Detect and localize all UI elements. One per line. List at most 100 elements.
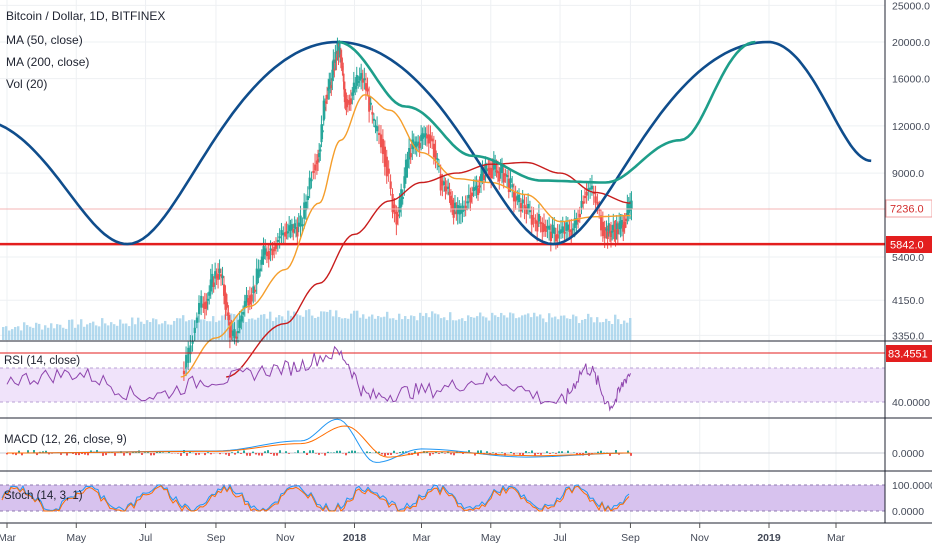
time-tick-label: May: [481, 532, 502, 544]
volume-bar: [32, 328, 34, 340]
time-tick-label: Jul: [553, 532, 566, 544]
macd-histogram-bar: [180, 453, 182, 456]
candle-body: [357, 81, 359, 83]
volume-bar: [401, 319, 403, 340]
volume-bar: [422, 316, 424, 340]
volume-bar: [80, 319, 82, 340]
macd-histogram-bar: [555, 453, 557, 454]
volume-bar: [383, 317, 385, 340]
macd-histogram-bar: [597, 452, 599, 453]
candle-body: [469, 195, 471, 202]
volume-bar: [365, 319, 367, 340]
macd-histogram-bar: [123, 453, 125, 456]
macd-histogram-bar: [552, 452, 554, 453]
time-tick-label: Jul: [139, 532, 152, 544]
macd-histogram-bar: [381, 453, 383, 454]
price-tick-label: 20000.0: [892, 37, 930, 49]
candle-body: [395, 212, 397, 225]
volume-bar: [557, 319, 559, 340]
price-tick-label: 9000.0: [892, 168, 924, 180]
macd-histogram-bar: [255, 453, 257, 454]
macd-histogram-bar: [234, 453, 236, 455]
macd-histogram-bar: [141, 453, 143, 455]
volume-bar: [596, 317, 598, 340]
candle-body: [370, 103, 372, 105]
volume-bar: [326, 312, 328, 340]
volume-bar: [614, 315, 616, 340]
volume-bar: [260, 315, 262, 340]
volume-bar: [173, 321, 175, 340]
volume-bar: [608, 321, 610, 340]
volume-bar: [359, 318, 361, 340]
time-tick-label: 2019: [757, 532, 781, 544]
candle-body: [322, 130, 324, 132]
gridlines: [0, 0, 885, 523]
macd-histogram-bar: [450, 453, 452, 454]
rsi-title: RSI (14, close): [4, 355, 80, 367]
candle-body: [538, 214, 540, 222]
volume-bar: [206, 321, 208, 340]
volume-bar: [341, 318, 343, 340]
volume-bar: [272, 321, 274, 340]
volume-bar: [416, 320, 418, 340]
candle-body: [577, 220, 579, 222]
candle-body: [586, 192, 588, 196]
candle-body: [419, 143, 421, 148]
candle-body: [536, 221, 538, 231]
volume-bar: [77, 324, 79, 340]
volume-bar: [17, 326, 19, 340]
volume-bar: [521, 315, 523, 340]
volume-bar: [68, 320, 70, 340]
candle-body: [254, 290, 256, 292]
volume-bar: [482, 316, 484, 340]
candle-body: [562, 226, 564, 232]
price-axis[interactable]: 25000.020000.016000.012000.09000.05400.0…: [892, 0, 932, 518]
volume-bar: [512, 313, 514, 340]
macd-histogram-bar: [501, 452, 503, 453]
volume-bar: [176, 318, 178, 340]
candle-body: [226, 302, 228, 307]
macd-histogram-bar: [540, 453, 542, 455]
macd-histogram-bar: [549, 453, 551, 454]
volume-bar: [59, 325, 61, 340]
candle-body: [531, 215, 533, 225]
candle-body: [367, 88, 369, 91]
time-tick-label: Nov: [690, 532, 709, 544]
volume-bar: [308, 309, 310, 340]
candle-body: [234, 329, 236, 338]
macd-histogram-bar: [87, 453, 89, 455]
macd-histogram-bar: [558, 451, 560, 453]
support-tag: 5842.0: [886, 236, 932, 253]
volume-bar: [275, 317, 277, 340]
volume-bar: [545, 322, 547, 340]
macd-histogram-bar: [351, 451, 353, 453]
macd-histogram-bar: [105, 453, 107, 455]
volume-bar: [143, 324, 145, 340]
volume-bar: [71, 319, 73, 340]
macd-histogram-bar: [231, 452, 233, 453]
volume-bar: [368, 317, 370, 340]
volume-bar: [317, 317, 319, 340]
macd-histogram-bar: [492, 452, 494, 453]
candle-body: [548, 226, 550, 230]
price-tick-label: 16000.0: [892, 74, 930, 86]
volume-bar: [488, 321, 490, 340]
volume-bar: [497, 317, 499, 340]
volume-bar: [542, 318, 544, 340]
volume-bar: [449, 312, 451, 340]
volume-bar: [170, 325, 172, 340]
macd-histogram-bar: [444, 453, 446, 454]
volume-bar: [323, 311, 325, 340]
volume-bar: [209, 321, 211, 340]
volume-bar: [527, 313, 529, 340]
candle-body: [595, 196, 597, 202]
macd-histogram-bar: [600, 451, 602, 453]
candle-body: [435, 151, 437, 159]
volume-bar: [479, 313, 481, 340]
macd-histogram-bar: [390, 453, 392, 455]
volume-bar: [563, 315, 565, 340]
macd-histogram-bar: [240, 453, 242, 454]
